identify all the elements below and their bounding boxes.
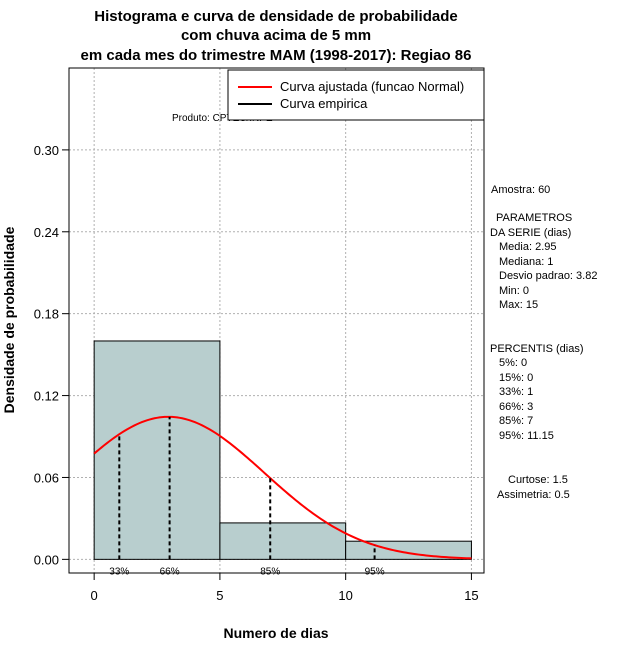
stats-percentile-item: 15%: 0 [499, 372, 533, 384]
histogram-bar [93, 340, 221, 560]
legend-label-empirical: Curva empirica [280, 96, 368, 111]
x-tick-label: 0 [91, 588, 98, 603]
legend-box [227, 69, 485, 121]
stats-percentile-item: 33%: 1 [499, 386, 533, 398]
stats-param-item: Media: 2.95 [499, 241, 556, 253]
histogram-bar [219, 522, 347, 560]
y-tick-label: 0.30 [34, 143, 59, 158]
histogram-bars [93, 340, 472, 560]
x-tick-label: 15 [464, 588, 478, 603]
x-tick-label: 5 [216, 588, 223, 603]
stats-params-title-2: DA SERIE (dias) [490, 227, 571, 239]
x-axis: 0 5 10 15 [91, 572, 479, 603]
stats-percentile-item: 95%: 11.15 [499, 430, 554, 442]
x-tick-label: 10 [338, 588, 352, 603]
stats-sample-size: Amostra: 60 [491, 184, 550, 196]
stats-percentile-item: 66%: 3 [499, 401, 533, 413]
stats-param-item: Mediana: 1 [499, 256, 553, 268]
y-tick-label: 0.18 [34, 307, 59, 322]
stats-kurtosis: Curtose: 1.5 [508, 474, 568, 486]
chart-title-line-3: em cada mes do trimestre MAM (1998-2017)… [81, 47, 472, 64]
chart-title-line-1: Histograma e curva de densidade de proba… [94, 8, 457, 25]
y-tick-label: 0.06 [34, 470, 59, 485]
stats-param-item: Max: 15 [499, 299, 538, 311]
stats-param-item: Min: 0 [499, 285, 529, 297]
stats-panel: Amostra: 60 PARAMETROS DA SERIE (dias) M… [490, 184, 597, 501]
y-tick-label: 0.00 [34, 552, 59, 567]
stats-percentile-item: 5%: 0 [499, 357, 527, 369]
fitted-normal-curve [93, 415, 472, 560]
y-tick-label: 0.12 [34, 389, 59, 404]
stats-params-title-1: PARAMETROS [496, 212, 572, 224]
legend: Curva ajustada (funcao Normal) Curva emp… [227, 69, 485, 121]
y-axis-label: Densidade de probabilidade [1, 226, 17, 413]
percentile-label: 95% [365, 566, 385, 577]
legend-label-fitted: Curva ajustada (funcao Normal) [280, 79, 464, 94]
percentile-markers: 33% 66% 85% 95% [109, 416, 385, 577]
percentile-label: 85% [260, 566, 280, 577]
percentile-label: 66% [160, 566, 180, 577]
percentile-label: 33% [109, 566, 129, 577]
stats-percentile-item: 85%: 7 [499, 415, 533, 427]
product-label: Produto: CPTEC/INPE [172, 113, 273, 124]
y-tick-label: 0.24 [34, 225, 59, 240]
y-axis: 0.00 0.06 0.12 0.18 0.24 0.30 [34, 143, 69, 567]
stats-skewness: Assimetria: 0.5 [497, 489, 570, 501]
x-axis-label: Numero de dias [223, 625, 328, 641]
chart-title-line-2: com chuva acima de 5 mm [181, 27, 371, 44]
stats-percentiles-title: PERCENTIS (dias) [490, 343, 584, 355]
stats-param-item: Desvio padrao: 3.82 [499, 270, 597, 282]
